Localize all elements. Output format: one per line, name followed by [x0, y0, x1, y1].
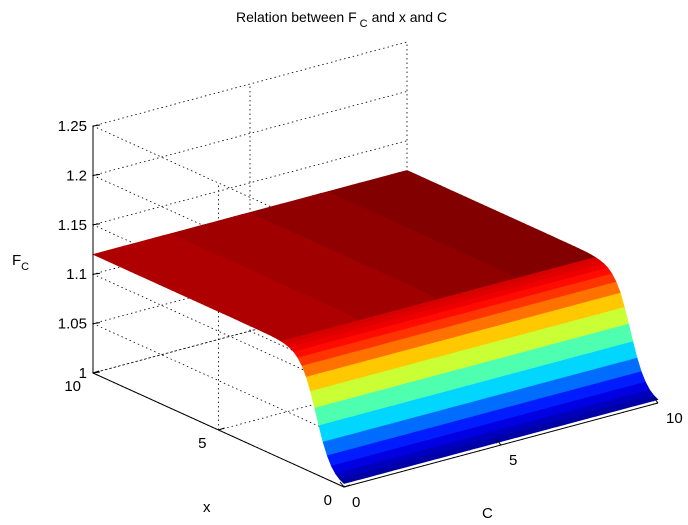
- z-tick: [92, 124, 101, 127]
- x-tick: [653, 397, 659, 404]
- y-tick-label: 10: [64, 378, 81, 395]
- z-tick-label: 1: [79, 365, 87, 382]
- x-tick-label: 10: [666, 410, 683, 427]
- y-axis-label: x: [203, 499, 211, 516]
- z-tick-label: 1.2: [66, 167, 87, 184]
- z-tick-label: 1.15: [58, 217, 87, 234]
- z-tick-label: 1.05: [58, 316, 87, 333]
- y-tick-label: 5: [198, 435, 206, 452]
- y-tick-label: 0: [324, 492, 332, 509]
- x-tick: [339, 481, 345, 488]
- z-tick: [92, 223, 101, 226]
- z-tick: [92, 322, 101, 325]
- z-axis-label: FC: [12, 252, 29, 273]
- z-tick: [92, 272, 101, 275]
- z-tick-label: 1.25: [58, 118, 87, 135]
- y-tick: [218, 427, 225, 431]
- x-axis-label: C: [482, 505, 493, 522]
- x-tick-label: 0: [352, 494, 360, 511]
- z-tick-label: 1.1: [66, 266, 87, 283]
- y-tick: [343, 484, 351, 488]
- axes: 1 1.05 1.1 1.15 1.2 1.25 0 5 10 0 5 10: [58, 118, 683, 511]
- x-tick: [496, 439, 502, 446]
- y-tick: [92, 370, 100, 374]
- x-tick-label: 5: [509, 452, 517, 469]
- z-tick: [92, 173, 101, 176]
- surface: [92, 170, 659, 484]
